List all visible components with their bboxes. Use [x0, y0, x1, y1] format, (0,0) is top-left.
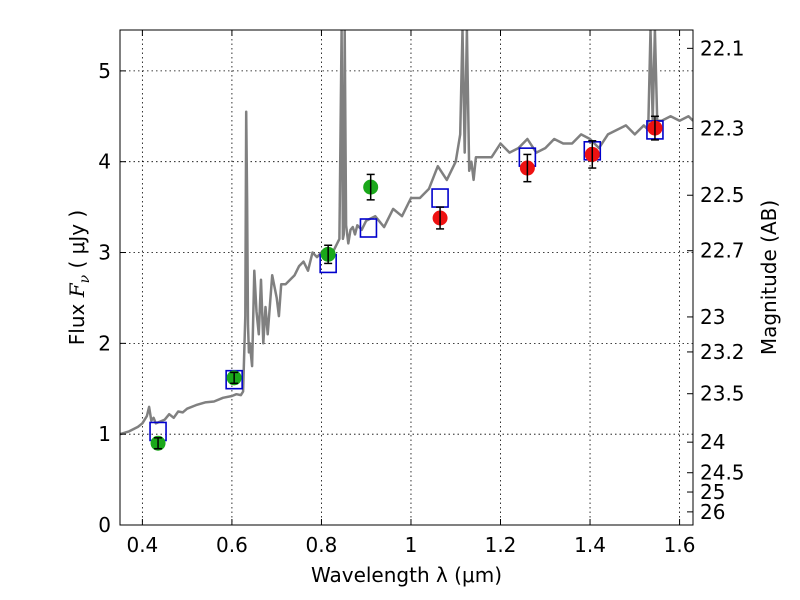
right-tick-label: 22.3 [700, 117, 745, 141]
y-tick-label: 1 [98, 422, 111, 446]
y-label-subscript: ν [77, 274, 93, 283]
y-label-prefix: Flux [65, 297, 89, 345]
y-tick-label: 0 [98, 513, 111, 537]
y-label-suffix: ( μJy ) [65, 210, 89, 275]
right-tick-label: 25 [700, 480, 725, 504]
right-tick-label: 24 [700, 430, 725, 454]
right-y-axis-label: Magnitude (AB) [757, 200, 781, 355]
right-tick-label: 22.5 [700, 183, 745, 207]
x-tick-label: 0.8 [306, 533, 338, 557]
right-tick-label: 26 [700, 500, 725, 524]
model-photometry-point [359, 218, 378, 238]
right-tick-label: 22.7 [700, 239, 745, 263]
y-label-symbol: F [65, 282, 89, 298]
x-tick-label: 0.6 [216, 533, 248, 557]
model-spectrum-line [120, 30, 693, 436]
axes-frame [119, 29, 694, 526]
x-tick-label: 1.2 [485, 533, 517, 557]
x-tick-label: 1.4 [574, 533, 606, 557]
y-tick-label: 2 [98, 331, 111, 355]
y-tick-label: 3 [98, 241, 111, 265]
x-tick-label: 1 [405, 533, 418, 557]
x-tick-label: 1.6 [664, 533, 696, 557]
plot-area [120, 30, 693, 451]
right-tick-label: 23 [700, 305, 725, 329]
x-axis-label: Wavelength λ (μm) [311, 563, 502, 587]
right-tick-label: 23.2 [700, 340, 745, 364]
axis-ticks: 0.4 0.6 0.8 1 1.2 1.4 1.601234522.122.322.522.… [98, 30, 745, 557]
model-photometry-point [431, 188, 449, 208]
right-tick-label: 22.1 [700, 36, 745, 60]
right-tick-label: 23.5 [700, 382, 745, 406]
y-tick-label: 4 [98, 150, 111, 174]
y-tick-label: 5 [98, 59, 111, 83]
right-tick-label: 24.5 [700, 461, 745, 485]
grid [120, 30, 693, 526]
x-tick-label: 0.4 [126, 533, 158, 557]
y-axis-label: Flux Fν ( μJy ) [65, 210, 93, 345]
